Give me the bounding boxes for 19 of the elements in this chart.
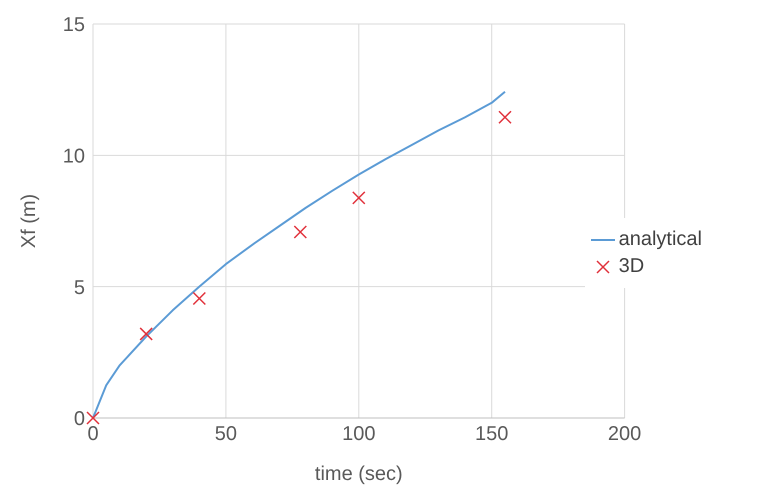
point — [192, 292, 206, 306]
x-tick-label: 50 — [214, 423, 238, 446]
point — [294, 225, 308, 239]
y-tick-label: 10 — [62, 145, 85, 168]
legend-label: analytical — [618, 228, 702, 251]
point — [352, 191, 366, 205]
y-tick-label: 15 — [62, 14, 85, 36]
x-tick-label: 150 — [475, 423, 508, 446]
point — [498, 110, 512, 124]
point — [139, 327, 153, 341]
legend-label: 3D — [618, 255, 644, 278]
x-tick-label: 200 — [608, 423, 642, 446]
y-tick-label: 5 — [74, 276, 85, 299]
x-axis-title: time (sec) — [314, 463, 403, 485]
y-axis-title: Xf (m) — [18, 194, 40, 248]
line-series — [92, 90, 506, 419]
x-tick-label: 100 — [342, 423, 376, 446]
y-tick-label: 0 — [74, 408, 85, 430]
point — [86, 411, 100, 425]
